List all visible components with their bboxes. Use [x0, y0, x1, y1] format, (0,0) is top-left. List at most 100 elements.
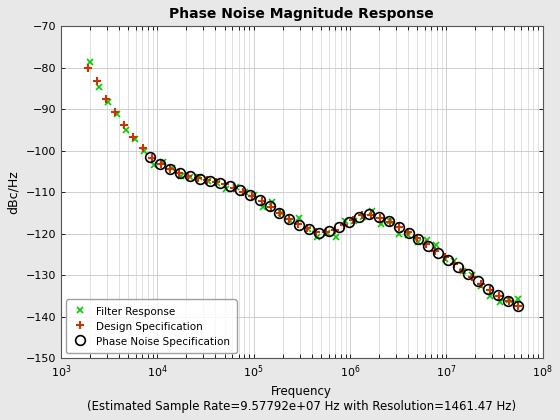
Design Specification	[212, 179, 219, 184]
Filter Response	[396, 232, 403, 237]
Phase Noise Specification	[207, 178, 213, 183]
Design Specification	[258, 199, 265, 204]
Phase Noise Specification	[484, 286, 491, 291]
Filter Response	[368, 209, 375, 214]
Phase Noise Specification	[266, 204, 273, 209]
Filter Response	[223, 187, 230, 192]
X-axis label: Frequency
(Estimated Sample Rate=9.57792e+07 Hz with Resolution=1461.47 Hz): Frequency (Estimated Sample Rate=9.57792…	[87, 385, 516, 413]
Design Specification	[450, 261, 457, 266]
Phase Noise Specification	[405, 230, 412, 235]
Phase Noise Specification	[316, 231, 323, 236]
Design Specification	[176, 171, 183, 176]
Phase Noise Specification	[415, 236, 422, 241]
Filter Response	[387, 218, 394, 223]
Phase Noise Specification	[346, 220, 352, 225]
Design Specification	[359, 213, 366, 218]
Filter Response	[160, 160, 166, 165]
Phase Noise Specification	[356, 215, 362, 220]
Filter Response	[441, 256, 448, 261]
Phase Noise Specification	[177, 171, 184, 176]
Filter Response	[287, 218, 293, 223]
Phase Noise Specification	[197, 176, 203, 181]
Filter Response	[432, 243, 439, 248]
Design Specification	[478, 281, 484, 286]
Filter Response	[314, 234, 321, 239]
Design Specification	[148, 155, 155, 160]
Design Specification	[368, 212, 375, 217]
Design Specification	[139, 146, 146, 151]
Y-axis label: dBc/Hz: dBc/Hz	[7, 170, 20, 214]
Phase Noise Specification	[286, 216, 293, 221]
Design Specification	[404, 230, 411, 235]
Phase Noise Specification	[187, 174, 194, 179]
Filter Response	[114, 111, 120, 116]
Phase Noise Specification	[256, 197, 263, 202]
Filter Response	[342, 218, 348, 223]
Phase Noise Specification	[276, 210, 283, 215]
Filter Response	[196, 174, 203, 179]
Filter Response	[351, 218, 357, 223]
Filter Response	[105, 100, 111, 105]
Design Specification	[349, 218, 356, 223]
Design Specification	[304, 226, 311, 231]
Line: Design Specification: Design Specification	[83, 63, 522, 310]
Filter Response	[178, 173, 184, 178]
Phase Noise Specification	[385, 219, 392, 224]
Phase Noise Specification	[395, 225, 402, 230]
Design Specification	[130, 134, 137, 139]
Design Specification	[322, 230, 329, 235]
Design Specification	[194, 176, 201, 181]
Filter Response	[487, 294, 494, 299]
Design Specification	[469, 274, 475, 279]
Filter Response	[132, 136, 139, 142]
Phase Noise Specification	[445, 257, 451, 262]
Filter Response	[186, 174, 193, 179]
Design Specification	[515, 304, 521, 309]
Filter Response	[332, 234, 339, 239]
Filter Response	[451, 259, 458, 264]
Phase Noise Specification	[425, 243, 432, 248]
Phase Noise Specification	[246, 192, 253, 197]
Filter Response	[323, 231, 330, 236]
Design Specification	[231, 185, 237, 190]
Design Specification	[267, 205, 274, 210]
Design Specification	[94, 79, 100, 84]
Design Specification	[432, 248, 438, 253]
Phase Noise Specification	[465, 272, 472, 277]
Phase Noise Specification	[157, 161, 164, 166]
Design Specification	[332, 227, 338, 232]
Design Specification	[414, 235, 421, 240]
Filter Response	[169, 165, 175, 171]
Phase Noise Specification	[167, 167, 174, 172]
Design Specification	[386, 219, 393, 224]
Phase Noise Specification	[475, 279, 482, 284]
Design Specification	[340, 222, 347, 227]
Design Specification	[441, 255, 448, 260]
Design Specification	[395, 225, 402, 230]
Phase Noise Specification	[236, 188, 243, 193]
Filter Response	[296, 216, 302, 221]
Filter Response	[515, 296, 521, 301]
Design Specification	[487, 288, 493, 293]
Filter Response	[141, 148, 148, 153]
Title: Phase Noise Magnitude Response: Phase Noise Magnitude Response	[170, 7, 434, 21]
Phase Noise Specification	[217, 180, 223, 185]
Phase Noise Specification	[226, 184, 233, 189]
Filter Response	[214, 181, 221, 186]
Design Specification	[112, 110, 119, 115]
Filter Response	[278, 210, 284, 215]
Filter Response	[496, 299, 503, 304]
Design Specification	[249, 193, 256, 198]
Design Specification	[423, 241, 430, 247]
Filter Response	[505, 297, 512, 302]
Filter Response	[423, 237, 430, 242]
Phase Noise Specification	[375, 215, 382, 220]
Phase Noise Specification	[326, 229, 333, 234]
Design Specification	[313, 229, 320, 234]
Filter Response	[405, 232, 412, 237]
Filter Response	[150, 162, 157, 167]
Filter Response	[205, 178, 212, 184]
Phase Noise Specification	[494, 292, 501, 297]
Filter Response	[232, 184, 239, 189]
Design Specification	[295, 222, 301, 227]
